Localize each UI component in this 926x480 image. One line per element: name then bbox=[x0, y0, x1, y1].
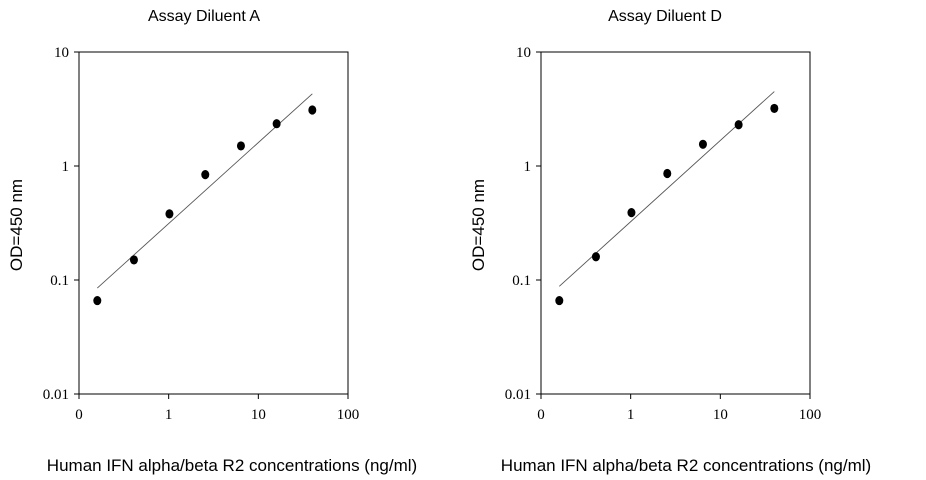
x-tick-label: 100 bbox=[799, 407, 822, 423]
chart-right-plot-frame bbox=[540, 51, 811, 395]
chart-left-ticks: 0 1 10 100 0.01 0.1 1 10 bbox=[43, 45, 360, 423]
y-tick-label: 0.1 bbox=[512, 273, 531, 289]
y-tick-label: 1 bbox=[524, 159, 532, 175]
chart-right-fit-line-group bbox=[559, 91, 775, 287]
data-point bbox=[770, 103, 779, 114]
chart-left-y-axis-label: OD=450 nm bbox=[7, 179, 26, 271]
chart-left: Assay Diluent A OD=450 nm Human IFN alph… bbox=[7, 8, 417, 475]
y-tick-label: 0.01 bbox=[43, 387, 69, 403]
data-point bbox=[734, 120, 743, 130]
data-point bbox=[129, 255, 138, 265]
x-tick-label: 1 bbox=[627, 407, 635, 423]
data-point bbox=[627, 208, 636, 218]
data-point bbox=[165, 209, 174, 219]
data-point bbox=[272, 119, 281, 129]
y-tick-label: 1 bbox=[62, 159, 70, 175]
chart-right-ticks: 0 1 10 100 0.01 0.1 1 10 bbox=[505, 45, 822, 423]
data-point bbox=[663, 168, 672, 179]
x-tick-label: 0 bbox=[537, 407, 545, 423]
y-tick-label: 10 bbox=[516, 45, 531, 61]
data-point bbox=[591, 252, 600, 262]
chart-left-plot-frame bbox=[78, 51, 349, 395]
x-tick-label: 100 bbox=[337, 407, 360, 423]
data-point bbox=[93, 295, 102, 306]
chart-right-y-axis-label: OD=450 nm bbox=[469, 179, 488, 271]
x-tick-label: 1 bbox=[165, 407, 173, 423]
chart-left-title: Assay Diluent A bbox=[148, 8, 260, 25]
x-tick-label: 10 bbox=[713, 407, 728, 423]
fit-line bbox=[559, 91, 775, 287]
data-point bbox=[236, 141, 245, 151]
chart-right: Assay Diluent D OD=450 nm Human IFN alph… bbox=[469, 8, 871, 475]
y-tick-label: 0.1 bbox=[50, 273, 69, 289]
data-point bbox=[201, 170, 210, 180]
chart-right-points bbox=[555, 103, 779, 306]
chart-right-x-axis-label: Human IFN alpha/beta R2 concentrations (… bbox=[501, 456, 871, 475]
data-point bbox=[555, 295, 564, 306]
chart-left-x-axis-label: Human IFN alpha/beta R2 concentrations (… bbox=[47, 456, 417, 475]
x-tick-label: 0 bbox=[75, 407, 83, 423]
y-tick-label: 0.01 bbox=[505, 387, 531, 403]
x-tick-label: 10 bbox=[251, 407, 266, 423]
chart-left-points bbox=[93, 105, 317, 306]
y-tick-label: 10 bbox=[54, 45, 69, 61]
chart-right-title: Assay Diluent D bbox=[608, 8, 722, 25]
data-point bbox=[308, 105, 317, 115]
data-point bbox=[698, 139, 707, 149]
